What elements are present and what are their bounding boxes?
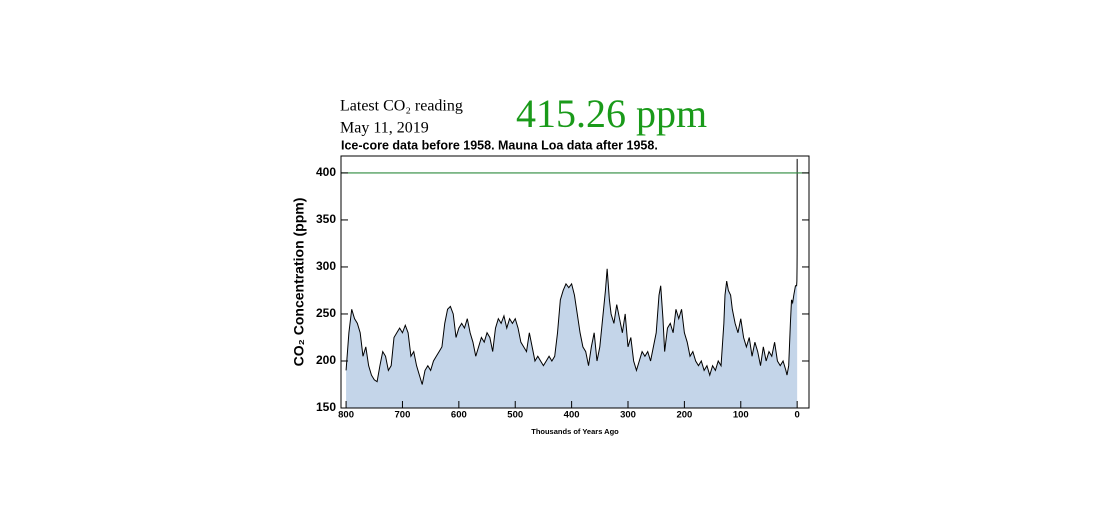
x-tick-label: 100 [733, 410, 749, 421]
latest-reading: 415.26 ppm [516, 91, 707, 136]
y-tick-label: 150 [316, 400, 336, 414]
reading-date: May 11, 2019 [340, 120, 429, 137]
y-tick-label: 200 [316, 353, 336, 367]
x-tick-label: 400 [564, 410, 580, 421]
area [346, 158, 798, 408]
y-tick-label: 250 [316, 306, 336, 320]
y-tick-label: 300 [316, 259, 336, 273]
plot-frame [340, 155, 810, 409]
x-tick-label: 800 [338, 410, 354, 421]
subtitle: Ice-core data before 1958. Mauna Loa dat… [341, 138, 658, 152]
x-tick-label: 700 [395, 410, 411, 421]
x-tick-label: 200 [676, 410, 692, 421]
x-axis-label: Thousands of Years Ago [531, 427, 619, 436]
x-tick-label: 600 [451, 410, 467, 421]
x-tick-label: 0 [795, 410, 800, 421]
y-tick-label: 350 [316, 212, 336, 226]
x-tick-label: 500 [507, 410, 523, 421]
line [345, 158, 798, 385]
x-tick-label: 300 [620, 410, 636, 421]
y-axis-label: CO₂ Concentration (ppm) [291, 198, 307, 367]
y-tick-label: 400 [316, 165, 336, 179]
reading-label: Latest CO₂ reading [340, 98, 463, 115]
